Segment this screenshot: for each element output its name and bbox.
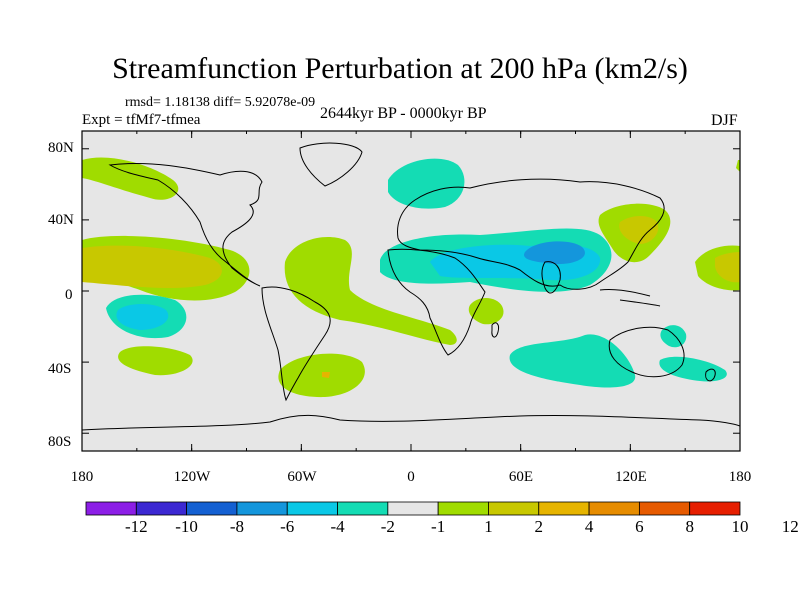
colorbar-swatch [387,501,439,516]
colorbar-label: -2 [380,517,395,536]
colorbar-swatch [236,501,288,516]
colorbar-label: -6 [280,517,295,536]
colorbar-swatch [638,501,691,516]
coast-antarctica [82,414,740,431]
coast-indonesia [599,289,661,307]
coast-north-america [108,162,263,287]
lon-label-120e: 120E [615,469,647,485]
colorbar-label: 2 [534,517,544,536]
colorbar-swatch [588,501,640,516]
coast-europe-asia [397,178,665,290]
negative-anomaly-southwest-pacific [659,356,727,382]
positive-anomaly-north-pacific-core [82,245,222,289]
chart-title: Streamfunction Perturbation at 200 hPa (… [112,52,688,85]
colorbar-label: 1 [484,517,493,536]
lon-label-180w: 180 [70,469,94,485]
axis-ticks [81,131,741,451]
negative-anomaly-himalaya-core [524,241,585,265]
positive-anomaly-japan [619,216,659,244]
lon-label-60e: 60E [508,469,534,485]
lon-label-0: 0 [407,469,415,485]
colorbar-label: -10 [175,517,198,536]
negative-anomaly-indian-ocean [509,334,636,388]
lon-label-180e: 180 [728,469,752,485]
lat-label-equator: 0 [65,287,73,303]
colorbar-swatch [186,501,238,516]
coast-australia [608,326,685,378]
colorbar-label: -4 [330,517,345,536]
colorbar-label: 8 [685,517,694,536]
colorbar-swatch [286,501,338,516]
negative-anomaly-scandinavia [388,158,465,209]
colorbar-swatch [538,501,590,516]
coast-new-zealand [705,368,716,382]
experiment-label: Expt = tfMf7-tfmea [82,112,201,128]
negative-anomaly-tropical-pacific-core [116,304,169,330]
coast-africa [387,248,486,356]
lat-label-40s: 40S [48,361,72,377]
coast-madagascar [491,322,499,338]
colorbar [85,501,741,516]
positive-anomaly-east-pacific-core [715,252,740,283]
colorbar-swatch [85,501,137,516]
lat-label-40n: 40N [48,212,74,228]
stats-text: rmsd= 1.18138 diff= 5.92078e-09 [125,95,316,110]
positive-anomaly-north-atlantic [82,157,179,200]
colorbar-label: 12 [781,517,799,536]
positive-anomaly-north-edge [736,160,740,172]
colorbar-label: 6 [635,517,644,536]
colorbar-swatch [437,501,489,516]
positive-anomaly-east-africa [468,297,504,325]
colorbar-label: -12 [124,517,148,536]
season-label: DJF [711,112,738,129]
colorbar-swatch [488,501,540,516]
positive-anomaly-tropical-atlantic [284,236,457,345]
coastlines [82,142,740,431]
lat-label-80n: 80N [48,140,74,156]
colorbar-label: 10 [731,517,749,536]
positive-anomaly-south-atlantic [278,353,365,398]
coast-south-america [261,286,331,402]
contour-fields [82,157,740,398]
positive-anomaly-core-marker [322,372,330,378]
colorbar-swatch [135,501,188,516]
positive-anomaly-south-pacific [118,346,193,376]
lat-label-80s: 80S [48,434,72,450]
lon-label-120w: 120W [173,469,211,485]
coast-india [541,261,561,294]
lon-label-60w: 60W [287,469,317,485]
colorbar-swatch [689,501,741,516]
colorbar-label: -1 [431,517,446,536]
colorbar-swatch [337,501,389,516]
colorbar-label: -8 [229,517,245,536]
colorbar-label: 4 [584,517,594,536]
coast-greenland [299,142,363,187]
period-label: 2644kyr BP - 0000kyr BP [320,105,487,122]
